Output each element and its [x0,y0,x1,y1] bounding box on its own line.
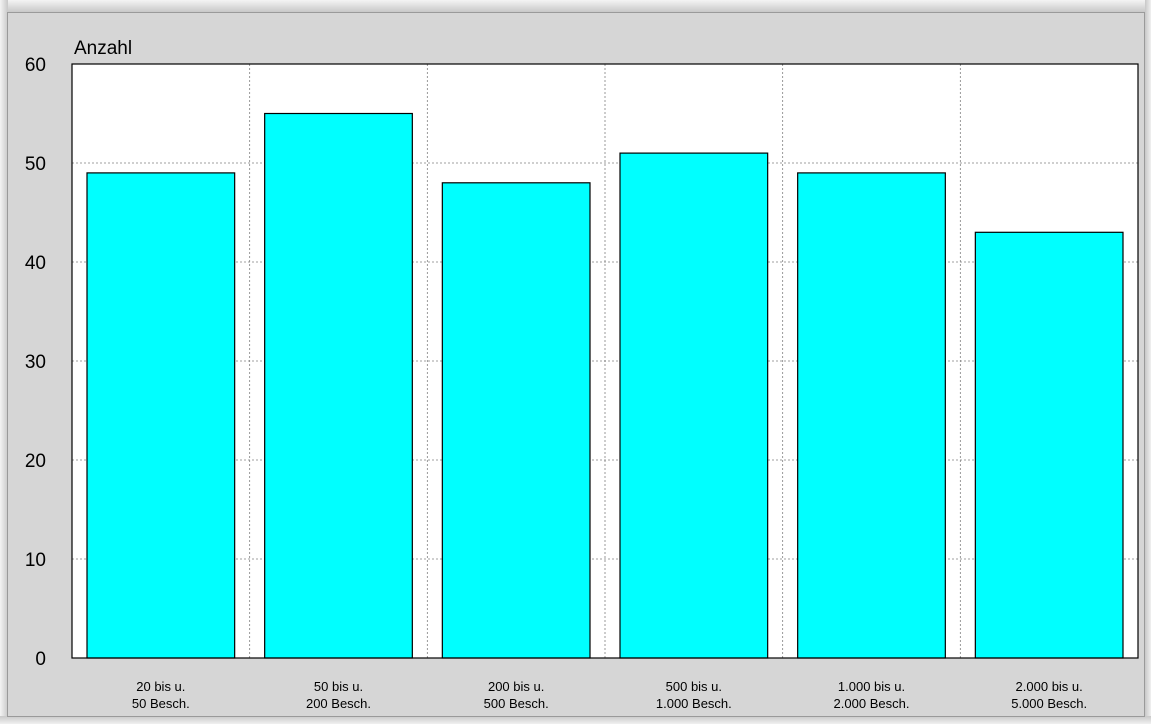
x-category-label: 20 bis u. [136,679,185,694]
bars [86,112,1124,659]
y-tick-label: 10 [25,550,46,571]
x-category-label: 1.000 bis u. [838,679,905,694]
frame-bevel-left [0,0,8,724]
x-category-label: 500 bis u. [666,679,722,694]
frame-bevel-bottom [0,716,1151,724]
y-tick-label: 20 [25,451,46,472]
bar [441,182,591,659]
plot-border [71,63,1139,659]
bar [974,231,1124,659]
gridlines [72,64,1138,658]
bar [86,172,236,659]
y-axis-ticks: 0 10 20 30 40 50 60 [25,55,46,670]
y-tick-label: 30 [25,352,46,373]
y-axis-label: Anzahl [74,38,132,59]
y-tick-label: 50 [25,154,46,175]
x-category-label: 5.000 Besch. [1011,696,1087,711]
bar [619,152,769,659]
frame-bevel-right [1145,0,1151,724]
bar [264,112,413,659]
x-category-label: 200 bis u. [488,679,544,694]
x-category-label: 500 Besch. [484,696,549,711]
x-category-label: 1.000 Besch. [656,696,732,711]
x-category-label: 2.000 Besch. [834,696,910,711]
x-category-label: 2.000 bis u. [1016,679,1083,694]
x-axis-categories: 20 bis u. 50 Besch. 50 bis u. 200 Besch. 200… [132,679,1087,711]
x-category-label: 50 Besch. [132,696,190,711]
y-tick-label: 60 [25,55,46,76]
y-tick-label: 0 [35,649,46,670]
x-category-label: 200 Besch. [306,696,371,711]
y-tick-label: 40 [25,253,46,274]
bar [797,172,946,659]
frame-bevel-top [0,0,1151,12]
x-category-label: 50 bis u. [314,679,363,694]
